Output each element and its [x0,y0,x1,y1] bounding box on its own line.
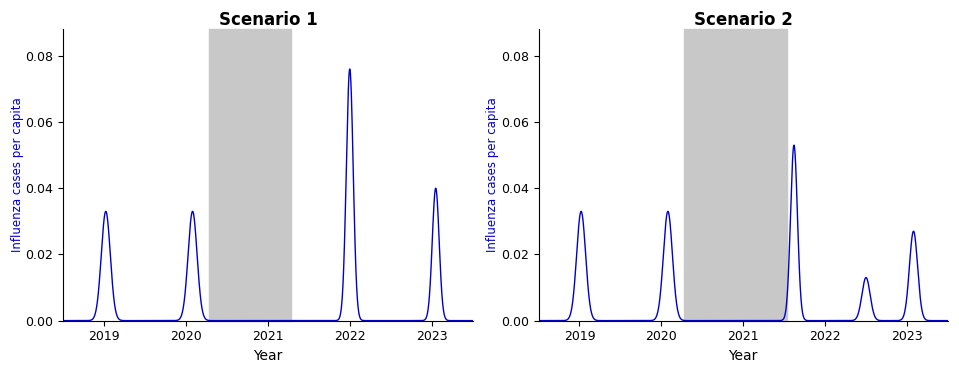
Title: Scenario 2: Scenario 2 [693,11,793,29]
Bar [209,29,291,321]
X-axis label: Year: Year [253,349,283,363]
Y-axis label: Influenza cases per capita: Influenza cases per capita [12,98,24,252]
Title: Scenario 1: Scenario 1 [219,11,317,29]
Bar [685,29,786,321]
X-axis label: Year: Year [729,349,758,363]
Y-axis label: Influenza cases per capita: Influenza cases per capita [486,98,500,252]
